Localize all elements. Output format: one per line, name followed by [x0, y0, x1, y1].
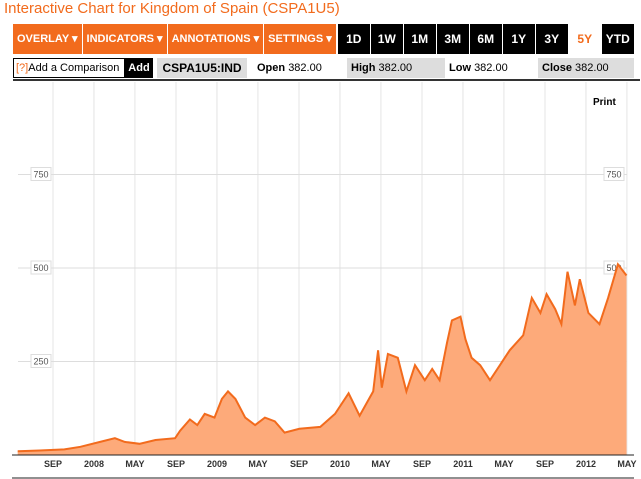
page-title: Interactive Chart for Kingdom of Spain (…	[4, 0, 340, 17]
x-tick-label: SEP	[167, 459, 185, 469]
indicators-menu[interactable]: INDICATORS ▾	[82, 24, 168, 54]
range-ytd[interactable]: YTD	[601, 24, 634, 54]
overlay-menu[interactable]: OVERLAY ▾	[13, 24, 83, 54]
comparison-input[interactable]: [?]Add a Comparison	[13, 58, 125, 78]
x-tick-label: MAY	[617, 459, 636, 469]
x-tick-label: 2012	[576, 459, 596, 469]
range-1m[interactable]: 1M	[403, 24, 436, 54]
range-3m[interactable]: 3M	[436, 24, 469, 54]
y-tick-label-right: 750	[606, 170, 621, 180]
close-value: Close 382.00	[538, 58, 634, 78]
y-tick-label-left: 500	[33, 263, 48, 273]
quote-bar: [?]Add a Comparison Add CSPA1U5:IND Open…	[13, 58, 640, 81]
open-value: Open 382.00	[257, 62, 322, 74]
range-5y[interactable]: 5Y	[568, 24, 601, 54]
toolbar: OVERLAY ▾ INDICATORS ▾ ANNOTATIONS ▾ SET…	[13, 24, 634, 54]
y-tick-label-left-box	[30, 167, 52, 181]
annotations-menu[interactable]: ANNOTATIONS ▾	[167, 24, 265, 54]
x-tick-label: SEP	[536, 459, 554, 469]
help-icon[interactable]: [?]	[16, 62, 29, 74]
y-tick-label-left-box	[30, 260, 52, 275]
range-3y[interactable]: 3Y	[535, 24, 568, 54]
high-value: High 382.00	[347, 58, 445, 78]
x-tick-label: 2011	[453, 459, 473, 469]
x-tick-label: MAY	[125, 459, 144, 469]
x-tick-label: 2008	[84, 459, 104, 469]
x-tick-label: MAY	[371, 459, 390, 469]
x-tick-label: MAY	[494, 459, 513, 469]
add-button[interactable]: Add	[125, 58, 153, 78]
symbol: CSPA1U5:IND	[157, 58, 247, 78]
y-tick-label-right: 500	[606, 263, 621, 273]
x-tick-label: SEP	[290, 459, 308, 469]
x-tick-label: SEP	[413, 459, 431, 469]
range-1w[interactable]: 1W	[370, 24, 403, 54]
x-tick-label: SEP	[44, 459, 62, 469]
series-line	[17, 262, 628, 453]
range-1d[interactable]: 1D	[337, 24, 370, 54]
print-button[interactable]: Print	[593, 97, 616, 108]
x-tick-label: 2009	[207, 459, 227, 469]
settings-menu[interactable]: SETTINGS ▾	[264, 24, 337, 54]
x-tick-label: 2010	[330, 459, 350, 469]
range-1y[interactable]: 1Y	[502, 24, 535, 54]
area-fill	[17, 264, 627, 455]
y-tick-label-left: 750	[33, 170, 48, 180]
low-value: Low 382.00	[449, 62, 508, 74]
comparison-placeholder: Add a Comparison	[28, 62, 120, 74]
range-6m[interactable]: 6M	[469, 24, 502, 54]
x-tick-label: MAY	[248, 459, 267, 469]
y-tick-label-left: 250	[33, 357, 48, 367]
y-tick-label-left-box	[30, 354, 52, 368]
y-tick-label-right-box	[603, 167, 625, 181]
